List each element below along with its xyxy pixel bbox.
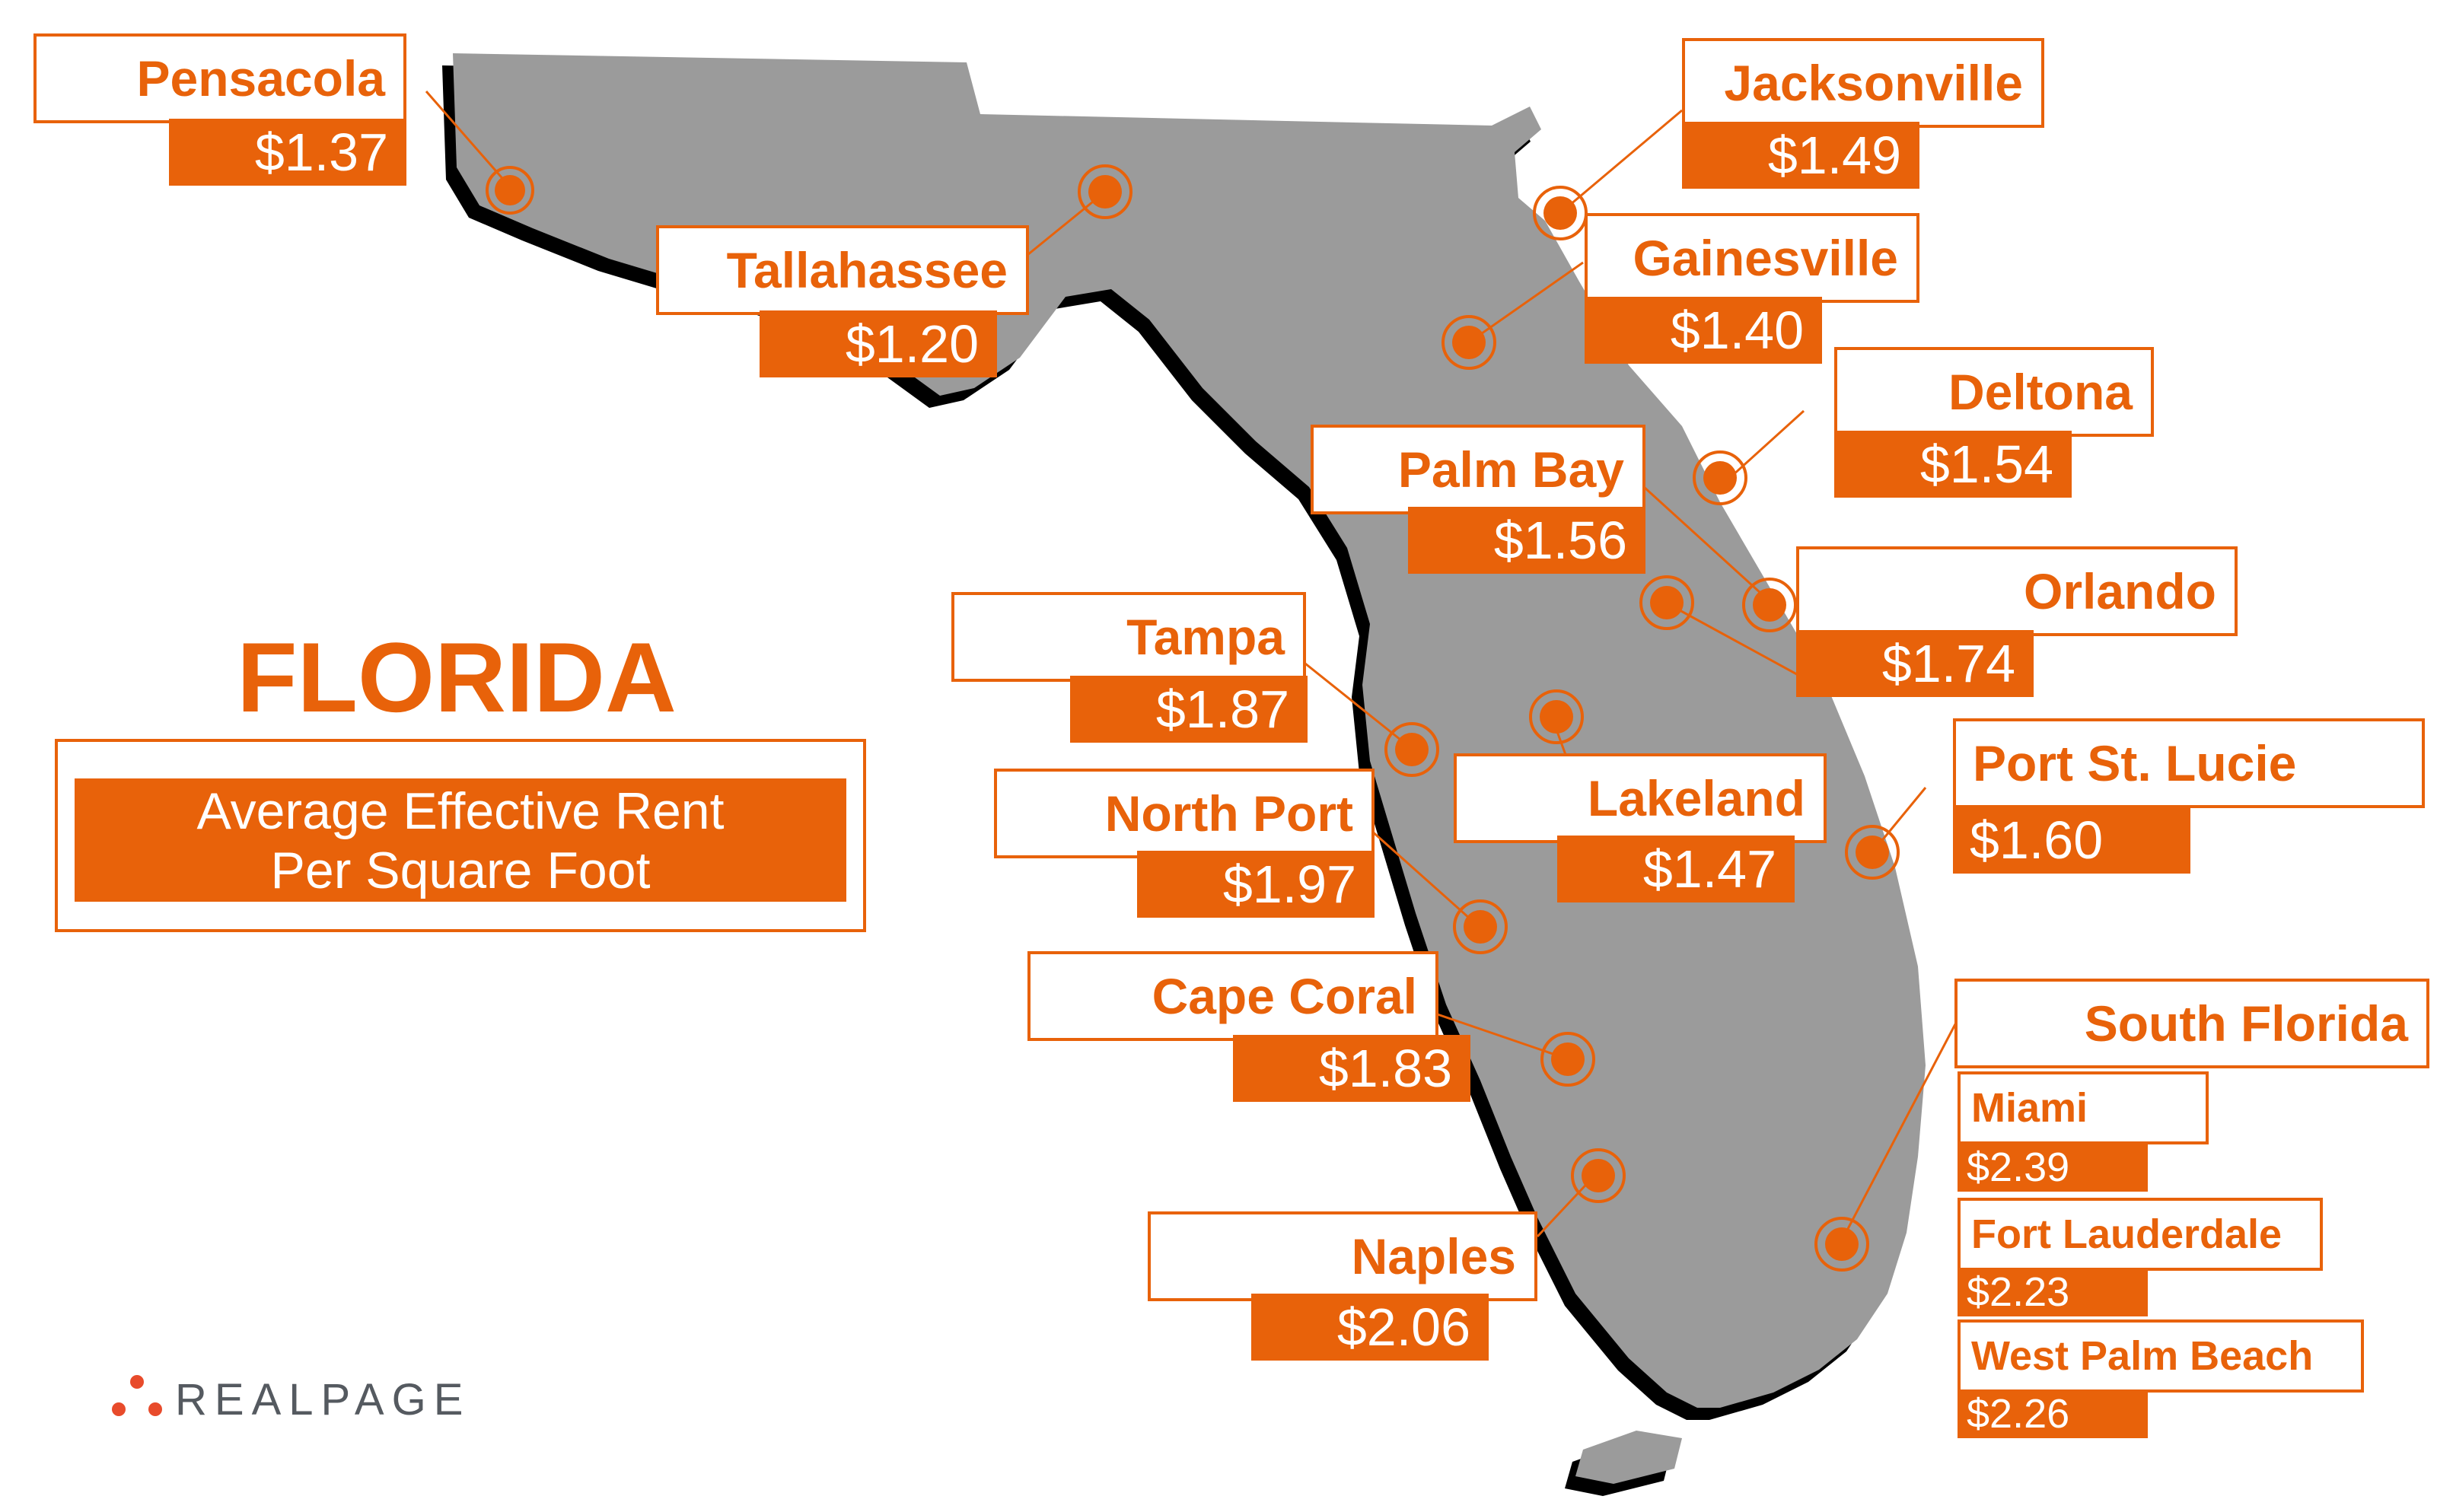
marker-jacksonville [1533,186,1588,240]
marker-north-port [1453,899,1508,954]
city-name: Naples [1148,1211,1537,1301]
city-rent: $2.26 [1958,1389,2148,1438]
city-name: Palm Bay [1311,425,1645,514]
city-rent: $1.49 [1682,122,1919,189]
city-rent: $2.23 [1958,1268,2148,1316]
marker-naples [1571,1148,1626,1203]
city-name: Miami [1958,1071,2209,1144]
marker-pensacola [486,166,534,215]
leader-gainesville [1468,261,1584,344]
subtitle-line-1: Average Effective Rent [196,782,725,840]
marker-deltona [1693,450,1747,505]
city-markers [486,164,1900,1272]
city-rent: $1.56 [1408,507,1645,574]
city-rent: $1.97 [1137,851,1375,918]
leader-deltona [1722,409,1805,485]
city-name: Fort Lauderdale [1958,1198,2323,1271]
leader-jacksonville [1559,109,1683,215]
city-name: Pensacola [33,33,406,123]
leader-naples [1536,1174,1596,1238]
city-name: Orlando [1796,546,2238,636]
realpage-dots-icon [112,1375,162,1416]
leader-cape-coral [1430,1011,1565,1059]
marker-cape-coral [1540,1032,1595,1087]
city-rent: $2.39 [1958,1143,2148,1192]
leader-tampa [1301,659,1409,747]
city-name: Lakeland [1454,753,1827,843]
marker-port-st-lucie [1845,825,1900,880]
marker-gainesville [1441,315,1496,370]
leader-south-florida [1840,1007,1965,1241]
city-name: Cape Coral [1027,951,1438,1041]
brand-name: REALPAGE [175,1375,471,1424]
city-name: Tallahassee [656,225,1029,315]
marker-lakeland [1529,689,1584,744]
city-rent: $1.87 [1070,676,1308,743]
leader-palm-bay [1642,485,1771,603]
marker-tampa [1384,722,1439,777]
city-rent: $1.40 [1585,297,1822,364]
city-rent: $1.37 [169,119,406,186]
city-rent: $1.20 [760,310,997,377]
map-title: FLORIDA [237,622,677,733]
city-name: North Port [994,769,1375,858]
city-rent: $2.06 [1251,1294,1489,1361]
region-heading: South Florida [1954,979,2429,1068]
city-rent: $1.60 [1953,807,2190,874]
marker-south-florida [1814,1217,1869,1272]
city-rent: $1.54 [1834,431,2072,498]
leader-orlando [1662,600,1803,679]
leader-pensacola [425,91,508,183]
marker-palm-bay [1639,575,1694,630]
city-name: West Palm Beach [1958,1319,2364,1393]
subtitle-box: Average Effective Rent Per Square Foot [75,778,846,902]
city-rent: $1.74 [1796,630,2034,697]
city-name: Tampa [951,592,1306,682]
city-name: Jacksonville [1682,38,2044,128]
city-name: Port St. Lucie [1953,718,2425,808]
marker-orlando [1742,578,1797,632]
subtitle-line-2: Per Square Foot [270,842,651,899]
leader-north-port [1369,828,1477,926]
city-rent: $1.83 [1233,1035,1470,1102]
city-rent: $1.47 [1557,836,1795,902]
marker-tallahassee [1078,164,1132,219]
city-name: Deltona [1834,347,2154,437]
subtitle-frame: Average Effective Rent Per Square Foot [55,739,866,932]
city-name: Gainesville [1585,213,1919,303]
